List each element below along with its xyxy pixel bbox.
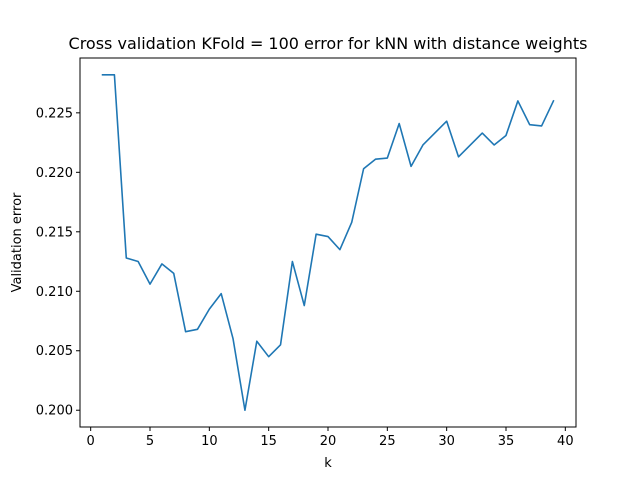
y-tick-label: 0.210 bbox=[36, 285, 73, 300]
series-line bbox=[101, 73, 555, 412]
x-tick-label: 0 bbox=[87, 434, 95, 449]
x-axis-label: k bbox=[324, 456, 332, 471]
x-tick-label: 5 bbox=[146, 434, 154, 449]
plot-background bbox=[80, 58, 576, 427]
x-tick-label: 40 bbox=[557, 434, 574, 449]
plot-frame bbox=[79, 57, 577, 428]
series-layer bbox=[101, 73, 555, 412]
chart-title: Cross validation KFold = 100 error for k… bbox=[69, 34, 588, 53]
y-axis-label: Validation error bbox=[10, 192, 25, 292]
y-tick-label: 0.225 bbox=[36, 106, 73, 121]
y-tick-label: 0.205 bbox=[36, 344, 73, 359]
x-tick-label: 15 bbox=[260, 434, 277, 449]
x-tick-label: 10 bbox=[201, 434, 218, 449]
x-tick-label: 30 bbox=[438, 434, 455, 449]
x-tick-label: 20 bbox=[320, 434, 337, 449]
x-axis-ticks: 0 5 10 15 20 25 30 35 40 bbox=[87, 427, 574, 449]
x-tick-label: 25 bbox=[379, 434, 396, 449]
y-tick-label: 0.200 bbox=[36, 404, 73, 419]
y-tick-label: 0.220 bbox=[36, 166, 73, 181]
y-tick-label: 0.215 bbox=[36, 225, 73, 240]
x-tick-label: 35 bbox=[498, 434, 515, 449]
y-axis-ticks: 0.200 0.205 0.210 0.215 0.220 0.225 bbox=[36, 106, 80, 419]
